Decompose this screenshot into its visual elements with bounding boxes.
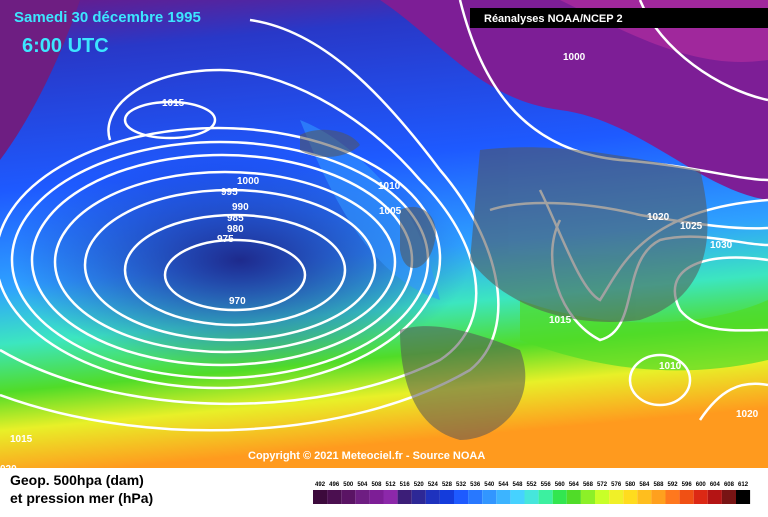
scale-swatch (595, 490, 610, 504)
scale-label: 540 (484, 482, 495, 488)
scale-label: 596 (682, 482, 693, 488)
scale-swatch (454, 490, 469, 504)
scale-label: 556 (541, 482, 552, 488)
scale-swatch (609, 490, 624, 504)
title: Samedi 30 décembre 1995 (14, 9, 201, 26)
isobar-label: 985 (227, 213, 244, 224)
scale-swatch (341, 490, 356, 504)
isobar-label: 1010 (378, 181, 401, 192)
scale-swatch (580, 490, 595, 504)
legend-line: Geop. 500hpa (dam) (10, 472, 144, 488)
scale-swatch (566, 490, 581, 504)
scale-swatch (665, 490, 680, 504)
scale-label: 492 (315, 482, 326, 488)
scale-label: 592 (668, 482, 679, 488)
scale-label: 584 (639, 482, 650, 488)
isobar-label: 1020 (647, 212, 670, 223)
copyright: Copyright © 2021 Meteociel.fr - Source N… (248, 450, 485, 462)
scale-swatch (721, 490, 736, 504)
scale-swatch (552, 490, 567, 504)
scale-label: 588 (653, 482, 664, 488)
scale-swatch (623, 490, 638, 504)
scale-label: 536 (470, 482, 481, 488)
scale-swatch (411, 490, 426, 504)
scale-label: 612 (738, 482, 749, 488)
map: 1015100099599098598097597010101005100010… (0, 0, 768, 468)
scale-label: 528 (442, 482, 453, 488)
scale-swatch (439, 490, 454, 504)
scale-label: 524 (428, 482, 439, 488)
isobar-label: 1015 (10, 434, 33, 445)
scale-swatch (693, 490, 708, 504)
isobar-label: 1000 (563, 52, 586, 63)
scale-swatch (369, 490, 384, 504)
isobar-label: 1020 (736, 409, 759, 420)
scale-label: 608 (724, 482, 735, 488)
scale-swatch (496, 490, 511, 504)
scale-label: 604 (710, 482, 721, 488)
scale-swatch (355, 490, 370, 504)
isobar-label: 1030 (710, 240, 733, 251)
scale-label: 564 (569, 482, 580, 488)
isobar-label: 1015 (162, 98, 185, 109)
time: 6:00 UTC (22, 35, 109, 57)
scale-label: 572 (597, 482, 608, 488)
isobar-label: 1005 (379, 206, 402, 217)
scale-label: 508 (371, 482, 382, 488)
scale-swatch (736, 490, 751, 504)
source: Réanalyses NOAA/NCEP 2 (484, 13, 623, 25)
scale-label: 520 (414, 482, 425, 488)
legend-line: et pression mer (hPa) (10, 490, 153, 506)
scale-label: 548 (512, 482, 523, 488)
isobar-label: 975 (217, 234, 234, 245)
isobar-label: 970 (229, 296, 246, 307)
scale-swatch (510, 490, 525, 504)
scale-swatch (313, 490, 328, 504)
high-area (0, 0, 80, 160)
scale-label: 512 (386, 482, 397, 488)
scale-swatch (538, 490, 553, 504)
scale-swatch (637, 490, 652, 504)
scale-label: 576 (611, 482, 622, 488)
scale-label: 580 (625, 482, 636, 488)
scale-label: 552 (527, 482, 538, 488)
land (300, 129, 708, 440)
scale-label: 496 (329, 482, 340, 488)
scale-swatch (397, 490, 412, 504)
isobar-label: 995 (221, 187, 238, 198)
scale-swatch (327, 490, 342, 504)
scale-label: 560 (555, 482, 566, 488)
scale-swatch (524, 490, 539, 504)
scale-label: 568 (583, 482, 594, 488)
scale-swatch (679, 490, 694, 504)
scale-swatch (468, 490, 483, 504)
isobar-label: 1015 (549, 315, 572, 326)
scale-swatch (707, 490, 722, 504)
scale-label: 600 (696, 482, 707, 488)
isobar-label: 990 (232, 202, 249, 213)
scale-swatch (383, 490, 398, 504)
scale-label: 544 (498, 482, 509, 488)
isobar-label: 980 (227, 224, 244, 235)
scale-swatch (482, 490, 497, 504)
scale-swatch (651, 490, 666, 504)
scale-label: 516 (400, 482, 411, 488)
scale-label: 532 (456, 482, 467, 488)
source-box (470, 8, 768, 28)
isobar-label: 1025 (680, 221, 703, 232)
scale-label: 500 (343, 482, 354, 488)
isobar-label: 1000 (237, 176, 260, 187)
isobar-label: 1010 (659, 361, 682, 372)
scale-swatch (425, 490, 440, 504)
color-scale: 492 496 500 504 508 512 516 520 524 528 532 536 540 5… (313, 482, 751, 504)
scale-label: 504 (357, 482, 368, 488)
